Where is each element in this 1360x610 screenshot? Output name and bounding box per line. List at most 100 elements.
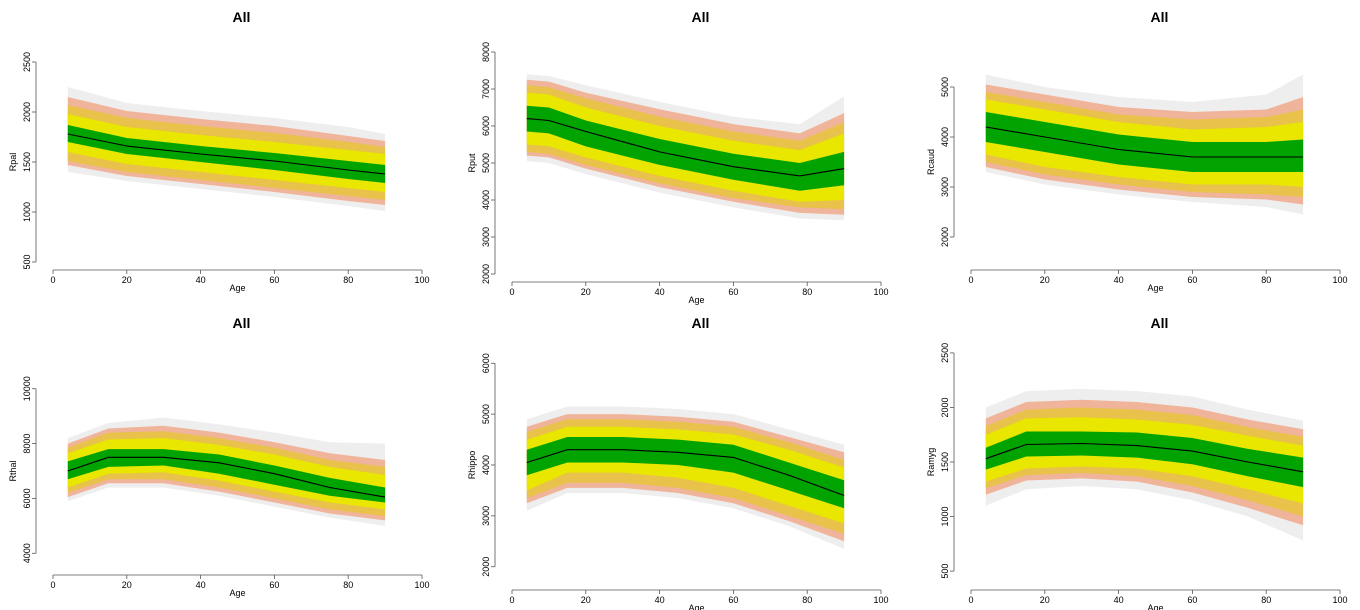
y-tick-label: 4000 (481, 455, 491, 475)
median-line (985, 126, 1304, 158)
x-axis-label: Age (688, 603, 704, 610)
y-tick-label: 5000 (481, 404, 491, 424)
x-tick-label: 60 (269, 275, 279, 285)
centile-band-b50 (526, 105, 845, 191)
x-tick-label: 100 (873, 287, 888, 297)
y-tick-label: 3000 (481, 227, 491, 247)
x-tick-label: 80 (343, 275, 353, 285)
x-tick-label: 80 (1261, 595, 1271, 605)
chart-panel-1: 0 20 40 60 80 100 Age 500 1000 1500 2000 2500 Rpal Al… (8, 9, 430, 293)
chart-title: All (233, 9, 251, 25)
y-tick-label: 8000 (22, 434, 32, 454)
y-tick-label: 4000 (22, 543, 32, 563)
y-axis-label: Rthal (8, 460, 18, 481)
chart-panel-2: 0 20 40 60 80 100 Age 2000 3000 4000 5000 6000 7000 8… (467, 9, 889, 305)
y-tick-label: 6000 (481, 116, 491, 136)
y-tick-label: 2000 (481, 557, 491, 577)
median-line (67, 133, 386, 175)
x-tick-label: 0 (509, 595, 514, 605)
chart-panel-5: 0 20 40 60 80 100 Age 2000 3000 4000 5000 6000 Rhipp… (467, 315, 889, 610)
median-line (526, 118, 845, 177)
x-tick-label: 20 (581, 287, 591, 297)
x-tick-label: 100 (1332, 595, 1347, 605)
y-axis-label: Rhippo (467, 451, 477, 480)
x-tick-label: 20 (122, 275, 132, 285)
x-tick-label: 40 (655, 595, 665, 605)
x-tick-label: 0 (509, 287, 514, 297)
median-line (67, 456, 386, 498)
y-tick-label: 10000 (22, 376, 32, 401)
y-tick-label: 7000 (481, 79, 491, 99)
y-tick-label: 1000 (940, 507, 950, 527)
y-tick-label: 500 (22, 254, 32, 269)
y-tick-label: 4000 (940, 127, 950, 147)
centile-band-b50 (67, 125, 386, 183)
x-tick-label: 80 (1261, 275, 1271, 285)
centile-band-b50 (67, 449, 386, 503)
y-tick-label: 3000 (481, 506, 491, 526)
x-tick-label: 40 (1114, 275, 1124, 285)
x-tick-label: 80 (802, 595, 812, 605)
x-tick-label: 100 (414, 580, 429, 590)
x-tick-label: 0 (50, 580, 55, 590)
x-axis-label: Age (229, 283, 245, 293)
y-tick-label: 1500 (22, 152, 32, 172)
x-tick-label: 40 (1114, 595, 1124, 605)
x-axis-label: Age (1147, 603, 1163, 610)
x-tick-label: 20 (1040, 275, 1050, 285)
x-axis-label: Age (229, 588, 245, 598)
y-tick-label: 2000 (481, 264, 491, 284)
y-tick-label: 2000 (940, 397, 950, 417)
chart-title: All (1151, 315, 1169, 331)
y-tick-label: 1500 (940, 452, 950, 472)
x-tick-label: 0 (968, 275, 973, 285)
x-tick-label: 40 (196, 580, 206, 590)
x-tick-label: 60 (728, 595, 738, 605)
x-tick-label: 40 (655, 287, 665, 297)
chart-title: All (1151, 9, 1169, 25)
x-tick-label: 0 (50, 275, 55, 285)
x-axis-label: Age (1147, 283, 1163, 293)
y-tick-label: 8000 (481, 42, 491, 62)
x-tick-label: 100 (873, 595, 888, 605)
chart-title: All (233, 315, 251, 331)
centile-band-b50 (985, 431, 1304, 488)
y-tick-label: 5000 (481, 153, 491, 173)
y-axis-label: Rcaud (926, 149, 936, 175)
y-tick-label: 2000 (22, 102, 32, 122)
x-tick-label: 20 (122, 580, 132, 590)
y-tick-label: 6000 (481, 353, 491, 373)
y-tick-label: 1000 (22, 202, 32, 222)
x-tick-label: 20 (1040, 595, 1050, 605)
y-tick-label: 6000 (22, 488, 32, 508)
x-tick-label: 20 (581, 595, 591, 605)
x-tick-label: 60 (269, 580, 279, 590)
x-tick-label: 100 (414, 275, 429, 285)
chart-panel-4: 0 20 40 60 80 100 Age 4000 6000 8000 10000 Rthal All (8, 315, 430, 598)
x-tick-label: 80 (343, 580, 353, 590)
y-axis-label: Ramyg (926, 448, 936, 477)
y-tick-label: 4000 (481, 190, 491, 210)
y-tick-label: 2000 (940, 227, 950, 247)
median-line (985, 442, 1304, 473)
x-tick-label: 60 (1187, 595, 1197, 605)
x-tick-label: 0 (968, 595, 973, 605)
chart-panel-3: 0 20 40 60 80 100 Age 2000 3000 4000 5000 Rcaud All (926, 9, 1348, 293)
y-axis-label: Rpal (8, 153, 18, 172)
y-tick-label: 3000 (940, 177, 950, 197)
y-tick-label: 500 (940, 564, 950, 579)
y-tick-label: 5000 (940, 77, 950, 97)
x-tick-label: 80 (802, 287, 812, 297)
chart-title: All (692, 9, 710, 25)
y-tick-label: 2500 (22, 52, 32, 72)
x-tick-label: 40 (196, 275, 206, 285)
chart-title: All (692, 315, 710, 331)
x-tick-label: 60 (728, 287, 738, 297)
x-tick-label: 60 (1187, 275, 1197, 285)
x-tick-label: 100 (1332, 275, 1347, 285)
median-line (526, 449, 845, 497)
chart-panel-6: 0 20 40 60 80 100 Age 500 1000 1500 2000 2500 Ramyg A… (926, 315, 1348, 610)
centile-band-b50 (526, 437, 845, 509)
